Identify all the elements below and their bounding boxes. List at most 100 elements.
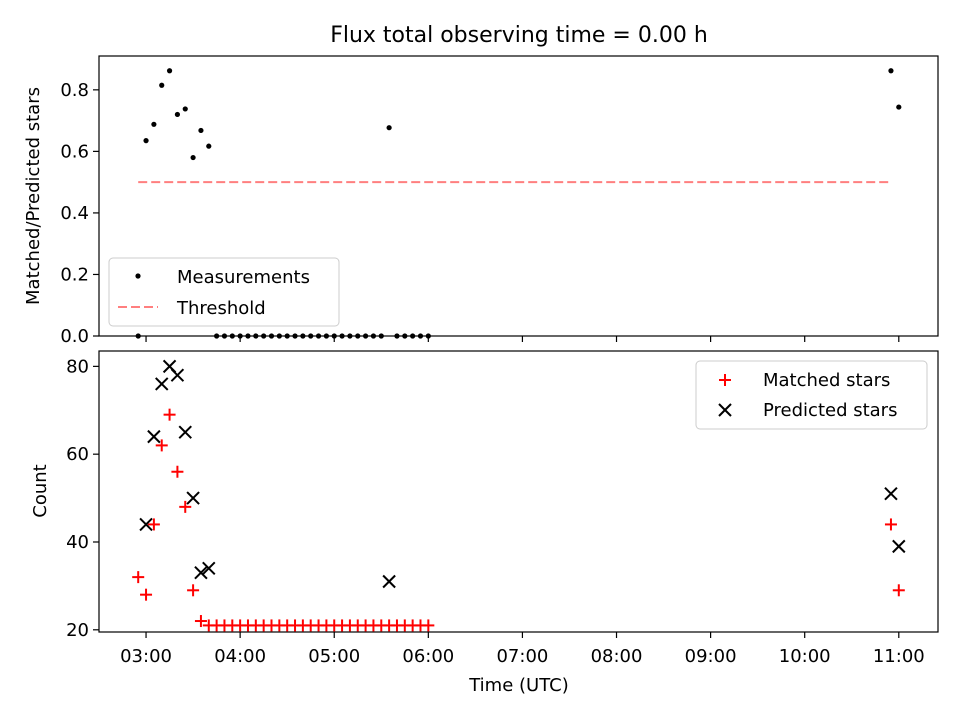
predicted-star-point — [382, 574, 396, 589]
bottom-x-tick-label: 04:00 — [214, 646, 266, 667]
top-y-tick-label: 0.4 — [60, 203, 89, 224]
matched-star-point — [892, 584, 905, 597]
measurement-point — [308, 333, 314, 339]
top-y-tick-label: 0.6 — [60, 141, 89, 162]
measurement-point — [896, 104, 902, 110]
top-data-marks — [135, 68, 902, 339]
measurement-point — [284, 333, 290, 339]
top-legend: Measurements Threshold — [108, 257, 340, 327]
measurement-point — [425, 333, 431, 339]
matched-star-point — [147, 518, 160, 531]
top-y-tick-label: 0.0 — [60, 326, 89, 347]
bottom-y-ticks: 20 40 60 80 — [66, 356, 99, 641]
matched-star-point — [171, 465, 184, 478]
measurement-point — [214, 333, 220, 339]
measurement-point — [276, 333, 282, 339]
bottom-y-tick-label: 80 — [66, 356, 89, 377]
measurement-point — [268, 333, 275, 339]
measurement-point — [370, 333, 377, 339]
predicted-star-point — [147, 429, 161, 444]
bottom-x-tick-label: 10:00 — [779, 646, 831, 667]
matched-star-point — [140, 588, 153, 601]
legend-predicted-label: Predicted stars — [763, 400, 897, 421]
bottom-legend: Matched stars Predicted stars — [695, 360, 928, 430]
measurement-point — [159, 82, 165, 88]
measurement-point — [323, 333, 329, 339]
predicted-star-point — [892, 539, 906, 554]
measurement-point — [410, 333, 416, 339]
matched-star-point — [422, 619, 435, 632]
bottom-panel-frame — [98, 350, 939, 633]
measurement-point — [253, 333, 259, 339]
measurement-point — [347, 333, 353, 339]
bottom-x-tick-label: 07:00 — [496, 646, 548, 667]
top-y-axis-label: Matched/Predicted stars — [23, 87, 44, 305]
bottom-x-ticks: 03:00 04:00 05:00 06:00 07:00 08:00 09:00 10:00… — [120, 632, 925, 667]
measurement-point — [300, 333, 306, 339]
measurement-point — [394, 333, 400, 339]
predicted-star-point — [139, 517, 153, 532]
bottom-y-axis-label: Count — [30, 464, 51, 517]
measurement-point — [386, 125, 392, 131]
predicted-star-point — [170, 368, 185, 382]
matched-star-point — [155, 439, 168, 452]
measurement-point — [355, 333, 361, 339]
bottom-data-marks — [132, 359, 906, 632]
bottom-y-tick-label: 40 — [66, 532, 89, 553]
measurement-point — [206, 143, 212, 149]
measurement-point — [190, 154, 196, 161]
bottom-y-tick-label: 20 — [66, 620, 89, 641]
matched-star-point — [132, 571, 145, 584]
top-y-ticks: 0.0 0.2 0.4 0.6 0.8 — [60, 80, 99, 347]
top-chart-title: Flux total observing time = 0.00 h — [330, 23, 708, 48]
measurement-point — [245, 333, 251, 339]
measurement-point — [339, 333, 345, 339]
measurement-point — [888, 68, 894, 74]
top-panel-frame — [98, 55, 939, 337]
measurement-point — [198, 127, 204, 134]
measurement-point — [221, 333, 228, 339]
measurement-point — [166, 68, 173, 74]
bottom-x-tick-label: 09:00 — [685, 646, 737, 667]
bottom-x-tick-label: 11:00 — [873, 646, 925, 667]
predicted-star-point — [202, 561, 216, 576]
bottom-x-tick-label: 03:00 — [120, 646, 172, 667]
predicted-star-point — [194, 566, 208, 580]
x-axis-label: Time (UTC) — [468, 675, 569, 696]
matched-star-point — [884, 518, 897, 531]
top-legend-box — [108, 257, 340, 327]
legend-matched-label: Matched stars — [763, 370, 890, 391]
bottom-x-tick-label: 08:00 — [591, 646, 643, 667]
matched-star-point — [187, 584, 200, 597]
matched-star-point — [194, 615, 207, 628]
legend-predicted-marker — [718, 403, 732, 417]
predicted-star-point — [884, 486, 898, 501]
measurement-point — [174, 111, 181, 118]
measurement-point — [151, 121, 157, 127]
measurement-point — [362, 333, 369, 339]
top-y-tick-label: 0.8 — [60, 80, 89, 101]
measurement-point — [315, 333, 322, 339]
top-x-ticks — [145, 336, 900, 342]
measurement-point — [143, 138, 149, 144]
measurement-point — [182, 106, 188, 112]
measurement-point — [417, 333, 424, 339]
measurement-point — [261, 333, 267, 339]
top-panel: 0.00.20.40.60.8 Matched/Predicted stars … — [23, 55, 939, 347]
legend-matched-marker — [719, 374, 731, 386]
legend-threshold-label: Threshold — [176, 298, 266, 319]
measurement-point — [378, 333, 384, 339]
legend-measurements-label: Measurements — [177, 267, 310, 288]
measurement-point — [331, 333, 337, 339]
legend-measurements-marker — [135, 273, 141, 279]
predicted-star-point — [155, 377, 169, 391]
measurement-point — [237, 333, 243, 339]
measurement-point — [402, 333, 408, 339]
matched-star-point — [179, 500, 192, 513]
measurement-point — [229, 333, 235, 339]
bottom-legend-box — [695, 360, 928, 430]
bottom-y-tick-label: 60 — [66, 444, 89, 465]
